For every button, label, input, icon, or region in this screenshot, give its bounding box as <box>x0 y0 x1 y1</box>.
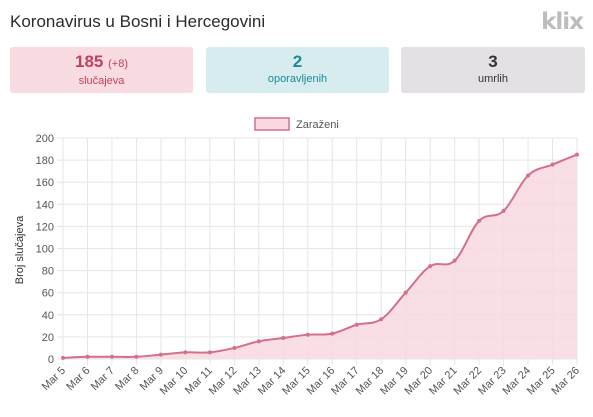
data-point <box>428 264 433 269</box>
data-point <box>183 350 188 355</box>
recovered-count: 2 <box>292 52 303 71</box>
series-line <box>62 153 578 359</box>
recovered-card: 2 oporavljenih <box>206 47 389 93</box>
data-point <box>85 354 90 359</box>
x-tick-label: Mar 7 <box>89 365 117 393</box>
series-area <box>63 154 577 359</box>
data-point <box>354 322 359 327</box>
data-point <box>403 290 408 295</box>
data-point <box>550 162 555 167</box>
header: Koronavirus u Bosni i Hercegovini klix <box>10 9 585 39</box>
klix-logo[interactable]: klix <box>541 9 584 35</box>
legend-label: Zaraženi <box>296 119 339 131</box>
data-point <box>207 350 212 355</box>
data-point <box>61 355 65 360</box>
y-tick-label: 160 <box>36 177 54 189</box>
data-point <box>575 152 579 157</box>
deaths-card: 3 umrlih <box>401 47 585 93</box>
y-axis-title: Broj slučajeva <box>14 215 26 284</box>
y-tick-label: 140 <box>36 199 54 211</box>
cases-count: 185 <box>75 52 104 71</box>
y-axis-ticks: 0 20 40 60 80 100 120 140 160 180 200 <box>36 133 54 366</box>
chart-grid <box>57 137 578 365</box>
y-tick-label: 180 <box>36 155 54 167</box>
y-tick-label: 100 <box>36 244 54 256</box>
data-point <box>109 354 114 359</box>
data-point <box>452 258 457 263</box>
data-point <box>477 218 482 223</box>
cases-label: slučajeva <box>78 75 125 87</box>
data-point <box>330 331 335 336</box>
stats-cards: 185 (+8) slučajeva 2 oporavljenih 3 umrl… <box>10 47 585 93</box>
data-point <box>256 339 261 344</box>
deaths-label: umrlih <box>478 73 508 85</box>
y-tick-label: 40 <box>42 310 54 322</box>
x-tick-label: Mar 6 <box>64 365 92 393</box>
page-title: Koronavirus u Bosni i Hercegovini <box>10 12 266 31</box>
x-tick-label: Mar 26 <box>549 365 582 398</box>
x-tick-label: Mar 8 <box>113 365 141 393</box>
y-tick-label: 60 <box>42 288 54 300</box>
cases-card: 185 (+8) slučajeva <box>10 47 193 93</box>
cases-chart: Zaraženi Broj slučajeva 0 20 40 60 80 100 120 1… <box>14 117 582 398</box>
series-points <box>61 152 579 360</box>
chart-legend[interactable]: Zaraženi <box>254 117 339 131</box>
legend-swatch <box>254 117 290 131</box>
data-point <box>305 332 310 337</box>
data-point <box>158 352 163 357</box>
y-tick-label: 0 <box>48 354 54 366</box>
x-tick-label: Mar 5 <box>40 365 68 393</box>
data-point <box>501 208 506 213</box>
data-point <box>232 345 237 350</box>
data-point <box>526 173 531 178</box>
data-point <box>281 336 286 341</box>
recovered-label: oporavljenih <box>267 73 328 85</box>
y-tick-label: 200 <box>36 133 54 145</box>
deaths-count: 3 <box>488 52 498 71</box>
cases-delta: (+8) <box>108 58 128 70</box>
data-point <box>134 354 139 359</box>
cases-count-line: 185 (+8) <box>10 53 193 73</box>
y-tick-label: 120 <box>36 221 54 233</box>
y-tick-label: 80 <box>42 266 54 278</box>
y-tick-label: 20 <box>42 332 54 344</box>
x-tick-label: Mar 10 <box>158 365 191 398</box>
data-point <box>379 317 384 322</box>
